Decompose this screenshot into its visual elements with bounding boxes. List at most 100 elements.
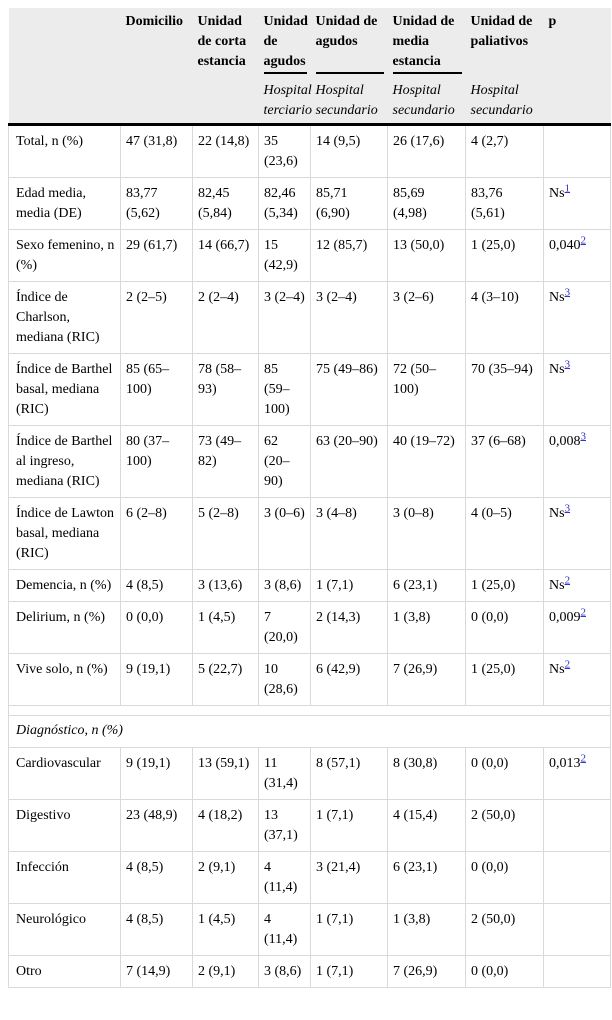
value-cell: 47 (31,8) [120,124,193,178]
p-value-cell [543,799,611,852]
value-cell: 23 (48,9) [120,799,193,852]
row-label: Neurológico [8,903,121,956]
section-row: Diagnóstico, n (%) [8,715,611,748]
spacer-row [8,705,611,716]
value-cell: 3 (2–4) [310,281,388,354]
header-sub-row: Hospital terciario Hospital secundario H… [8,74,611,126]
row-label: Vive solo, n (%) [8,653,121,706]
value-cell: 75 (49–86) [310,353,388,426]
value-cell: 3 (4–8) [310,497,388,570]
table-row: Vive solo, n (%) 9 (19,1) 5 (22,7) 10 (28,6… [8,653,611,706]
value-cell: 4 (3–10) [465,281,544,354]
value-cell: 0 (0,0) [120,601,193,654]
value-cell: 1 (7,1) [310,799,388,852]
p-value-cell: Ns1 [543,177,611,230]
footnote-superscript: 3 [565,358,571,370]
footnote-link[interactable]: 2 [580,234,587,247]
footnote-link[interactable]: 2 [580,752,587,765]
value-cell: 70 (35–94) [465,353,544,426]
value-cell: 83,76 (5,61) [465,177,544,230]
row-label: Infección [8,851,121,904]
row-label: Índice de Barthel al ingreso, mediana (R… [8,425,121,498]
footnote-link[interactable]: 3 [564,286,571,299]
p-value-cell [543,124,611,178]
table-row: Demencia, n (%) 4 (8,5) 3 (13,6) 3 (8,6) 1 (… [8,569,611,602]
subheader-hospital-secundario: Hospital secundario [465,74,544,126]
footnote-superscript: 2 [565,658,571,670]
value-cell: 5 (22,7) [192,653,259,706]
value-cell: 4 (15,4) [387,799,466,852]
value-cell: 2 (9,1) [192,955,259,988]
value-cell: 3 (8,6) [258,569,311,602]
value-cell: 12 (85,7) [310,229,388,282]
value-cell: 8 (30,8) [387,747,466,800]
p-value-cell: Ns2 [543,653,611,706]
footnote-link[interactable]: 2 [580,606,587,619]
footnote-superscript: 3 [565,286,571,298]
value-cell: 2 (14,3) [310,601,388,654]
value-cell: 1 (7,1) [310,569,388,602]
footnote-link[interactable]: 3 [564,502,571,515]
value-cell: 4 (18,2) [192,799,259,852]
row-label: Índice de Charlson, mediana (RIC) [8,281,121,354]
value-cell: 4 (2,7) [465,124,544,178]
col-header-p: p [543,8,611,74]
table-row: Cardiovascular 9 (19,1) 13 (59,1) 11 (31,4)… [8,747,611,800]
row-label: Total, n (%) [8,124,121,178]
value-cell: 1 (7,1) [310,903,388,956]
row-label: Demencia, n (%) [8,569,121,602]
footnote-link[interactable]: 3 [580,430,587,443]
value-cell: 9 (19,1) [120,653,193,706]
value-cell: 37 (6–68) [465,425,544,498]
results-table: Domicilio Unidad de corta estancia Unida… [8,8,611,988]
p-value-cell [543,851,611,904]
p-value-cell: Ns3 [543,353,611,426]
spacer-cell [8,705,611,716]
col-header-domicilio: Domicilio [120,8,193,74]
subheader-hospital-terciario: Hospital terciario [258,74,312,126]
value-cell: 5 (2–8) [192,497,259,570]
row-label: Otro [8,955,121,988]
value-cell: 13 (59,1) [192,747,259,800]
value-cell: 8 (57,1) [310,747,388,800]
value-cell: 2 (9,1) [192,851,259,904]
footnote-link[interactable]: 1 [564,182,571,195]
col-header-agudos-terciario: Unidad de agudos [258,8,311,74]
value-cell: 1 (3,8) [387,903,466,956]
section-label: Diagnóstico, n (%) [8,715,611,748]
row-label: Índice de Barthel basal, mediana (RIC) [8,353,121,426]
footnote-superscript: 3 [581,430,587,442]
value-cell: 73 (49–82) [192,425,259,498]
value-cell: 82,46 (5,34) [258,177,311,230]
table-row: Índice de Lawton basal, mediana (RIC) 6 (… [8,497,611,570]
row-label: Delirium, n (%) [8,601,121,654]
footnote-link[interactable]: 2 [564,574,571,587]
value-cell: 40 (19–72) [387,425,466,498]
value-cell: 3 (2–4) [258,281,311,354]
footnote-link[interactable]: 2 [564,658,571,671]
footnote-link[interactable]: 3 [564,358,571,371]
subheader-hospital-secundario: Hospital secundario [310,74,388,126]
value-cell: 2 (2–5) [120,281,193,354]
subheader-empty [8,74,121,126]
table-row: Índice de Charlson, mediana (RIC) 2 (2–5)… [8,281,611,354]
value-cell: 1 (4,5) [192,601,259,654]
table-row: Índice de Barthel basal, mediana (RIC) 85… [8,353,611,426]
value-cell: 2 (50,0) [465,903,544,956]
table-row: Índice de Barthel al ingreso, mediana (R… [8,425,611,498]
footnote-superscript: 3 [565,502,571,514]
row-label: Sexo femenino, n (%) [8,229,121,282]
value-cell: 15 (42,9) [258,229,311,282]
value-cell: 6 (42,9) [310,653,388,706]
value-cell: 1 (25,0) [465,653,544,706]
value-cell: 1 (25,0) [465,229,544,282]
value-cell: 4 (8,5) [120,903,193,956]
col-header-corta-estancia: Unidad de corta estancia [192,8,259,74]
value-cell: 2 (50,0) [465,799,544,852]
value-cell: 10 (28,6) [258,653,311,706]
footnote-superscript: 1 [565,182,571,194]
subheader-empty [120,74,193,126]
row-label: Digestivo [8,799,121,852]
table-row: Otro 7 (14,9) 2 (9,1) 3 (8,6) 1 (7,1) 7 (26,9… [8,955,611,988]
value-cell: 14 (9,5) [310,124,388,178]
